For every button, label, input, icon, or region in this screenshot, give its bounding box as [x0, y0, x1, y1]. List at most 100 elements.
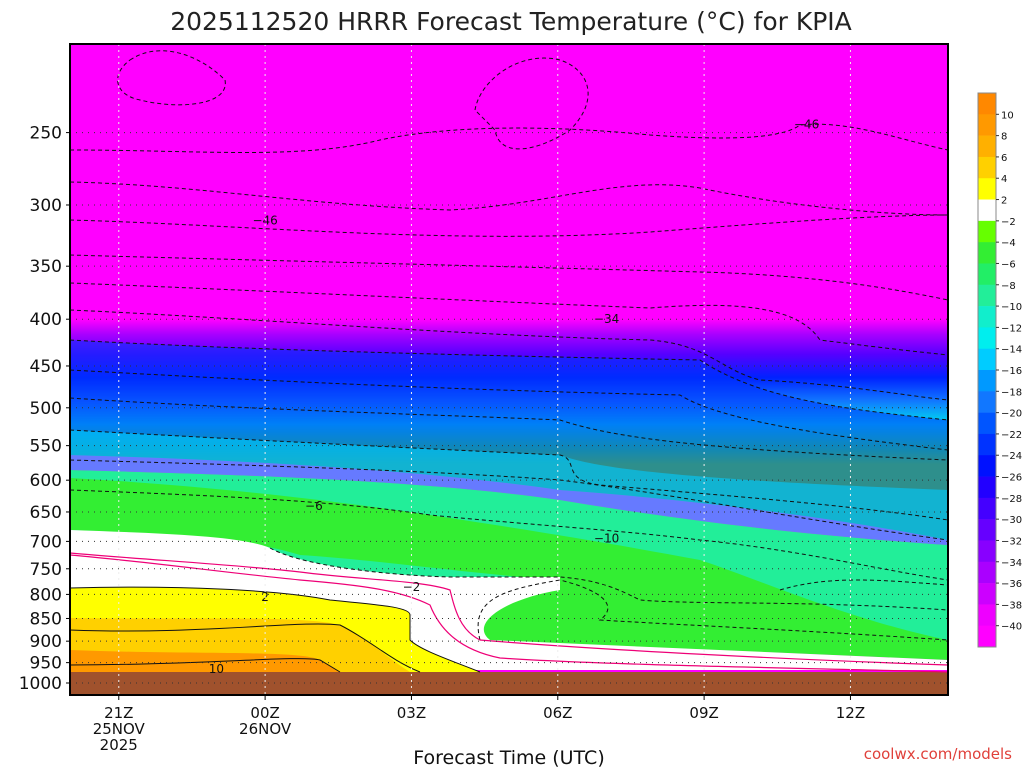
x-axis-label: Forecast Time (UTC) [413, 747, 604, 768]
y-axis: 250 300 350 400 450 500 550 600 650 700 750 800 850 9… [19, 124, 70, 694]
contour-line [269, 547, 948, 611]
contour-line [70, 429, 948, 521]
colorbar-label: −26 [1001, 473, 1022, 484]
plot-frame [69, 43, 949, 696]
colorbar-swatch [978, 220, 996, 243]
contour-line-2c [70, 586, 481, 673]
contour-label: −10 [594, 532, 619, 546]
colorbar-swatch [978, 583, 996, 605]
y-tick-label: 750 [30, 560, 62, 580]
colorbar: 10 8 6 4 2 −2 −4 −6 −8 −10 −12 −14 −16 −18 −20 −22 −24 −2… [977, 92, 1022, 648]
temperature-band-hottest [70, 650, 340, 672]
contour-line [117, 50, 226, 106]
x-tick-label: 12Z [836, 704, 865, 722]
colorbar-label: −28 [1001, 494, 1022, 505]
contour-lines [70, 50, 948, 641]
y-tick-label: 1000 [19, 674, 62, 694]
contour-line [70, 181, 948, 216]
colorbar-swatch [978, 412, 996, 435]
freezing-lines [70, 552, 948, 673]
contour-line [70, 369, 948, 451]
contour-line-10c [70, 658, 341, 673]
credit-link[interactable]: coolwx.com/models [864, 745, 1012, 763]
colorbar-swatch [978, 519, 996, 541]
colorbar-label: 4 [1001, 174, 1007, 185]
colorbar-label: −40 [1001, 622, 1022, 633]
colorbar-swatch [978, 327, 996, 349]
chart-title: 2025112520 HRRR Forecast Temperature (°C… [170, 7, 852, 36]
x-tick-label: 03Z [397, 704, 426, 722]
y-tick-label: 950 [30, 654, 62, 674]
colorbar-swatch [978, 625, 996, 648]
y-tick-label: 300 [30, 196, 62, 216]
colorbar-swatch [978, 242, 996, 264]
contour-line [70, 489, 948, 581]
colorbar-swatch [978, 476, 996, 499]
contour-line [70, 254, 948, 301]
colorbar-label: −16 [1001, 366, 1022, 377]
colorbar-swatch [978, 93, 996, 115]
colorbar-swatch [978, 370, 996, 392]
x-tick-label: 09Z [689, 704, 718, 722]
colorbar-label: 6 [1001, 153, 1007, 164]
contour-label: −46 [794, 118, 819, 132]
colorbar-swatch [978, 391, 996, 413]
colorbar-label: −20 [1001, 409, 1022, 420]
contour-line [70, 309, 948, 401]
contour-line [70, 459, 948, 541]
y-tick-label: 650 [30, 503, 62, 523]
y-tick-label: 350 [30, 257, 62, 277]
grid [70, 44, 948, 695]
colorbar-label: −18 [1001, 387, 1022, 398]
colorbar-swatch [978, 284, 996, 307]
contour-label: −34 [594, 312, 619, 326]
y-tick-label: 900 [30, 632, 62, 652]
colorbar-swatch [978, 135, 996, 158]
colorbar-label: −22 [1001, 430, 1022, 441]
colorbar-swatch [978, 199, 996, 222]
y-tick-label: 600 [30, 471, 62, 491]
colorbar-swatch [978, 433, 996, 456]
colorbar-swatch [978, 604, 996, 626]
y-tick-label: 450 [30, 357, 62, 377]
x-tick-label: 06Z [543, 704, 572, 722]
y-tick-label: 700 [30, 532, 62, 552]
colorbar-swatch [978, 540, 996, 563]
contour-line-6c [70, 623, 421, 673]
contour-label: −6 [305, 499, 323, 513]
contour-line [474, 57, 589, 150]
colorbar-label: −32 [1001, 536, 1022, 547]
colorbar-label: −2 [1001, 217, 1016, 228]
x-tick-label: 25NOV [93, 720, 146, 738]
colorbar-label: −10 [1001, 302, 1022, 313]
colorbar-label: −30 [1001, 515, 1022, 526]
contour-label: −46 [252, 214, 277, 228]
temperature-band-cyan [70, 430, 948, 545]
contour-line [779, 579, 948, 591]
x-tick-label: 21Z [104, 704, 133, 722]
contour-line [70, 339, 948, 421]
colorbar-label: −6 [1001, 259, 1016, 270]
contour-line [70, 282, 948, 356]
colorbar-swatch [978, 306, 996, 328]
colorbar-label: −4 [1001, 238, 1016, 249]
colorbar-label: −24 [1001, 451, 1022, 462]
colorbar-label: −12 [1001, 323, 1022, 334]
x-tick-label: 00Z [250, 704, 279, 722]
x-tick-label: 26NOV [239, 720, 292, 738]
contour-line-0c-lower [70, 554, 948, 673]
colorbar-label: −34 [1001, 558, 1022, 569]
y-tick-label: 800 [30, 585, 62, 605]
plot-area: −46−46−34−6−10−2210 [70, 44, 948, 695]
y-tick-label: 550 [30, 437, 62, 457]
colorbar-swatch [978, 348, 996, 371]
colorbar-label: −38 [1001, 600, 1022, 611]
colorbar-label: 2 [1001, 196, 1007, 207]
y-tick-label: 250 [30, 124, 62, 144]
y-tick-label: 500 [30, 399, 62, 419]
colorbar-swatch [978, 263, 996, 286]
colorbar-label: −14 [1001, 345, 1022, 356]
colorbar-swatch [978, 156, 996, 179]
contour-line [70, 123, 948, 153]
